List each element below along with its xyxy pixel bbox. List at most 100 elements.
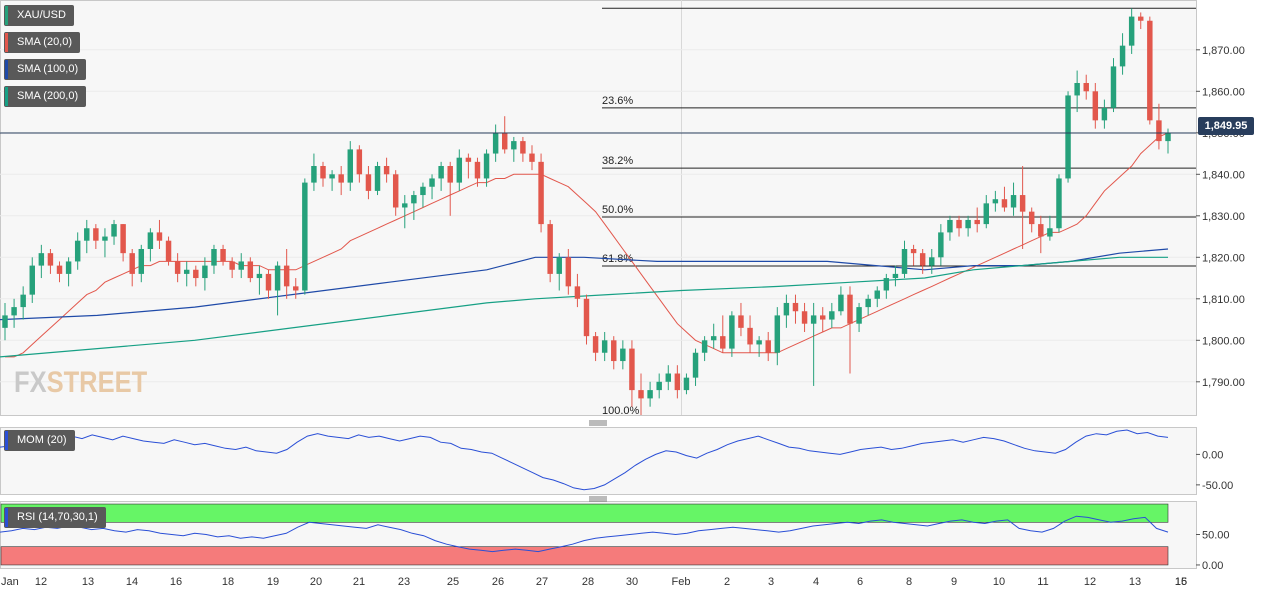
candle-up (11, 307, 17, 316)
candle-up (483, 153, 490, 179)
candle-down (592, 336, 599, 353)
candle-up (647, 390, 653, 399)
price-tick-label: 1,800.00 (1202, 335, 1245, 347)
candle-up (402, 203, 408, 208)
legend-color-bar (5, 6, 8, 25)
candle-down (1147, 20, 1153, 121)
candle-down (1028, 211, 1035, 225)
candle-up (456, 157, 463, 183)
candle-up (138, 249, 145, 274)
candle-up (810, 315, 817, 324)
candle-down (919, 253, 926, 266)
candle-up (901, 249, 908, 274)
candle-up (874, 290, 880, 299)
candle-down (47, 253, 54, 266)
candle-up (29, 265, 35, 295)
candle-down (1001, 199, 1008, 208)
candle-down (465, 157, 472, 162)
sma-lines (0, 128, 1169, 358)
candle-down (338, 174, 344, 183)
rsi-zones (0, 503, 1169, 566)
pane-resize-handles[interactable] (589, 420, 607, 502)
candle-up (992, 199, 999, 204)
candle-up (865, 298, 871, 308)
fxstreet-logo: FXSTREET (14, 366, 148, 399)
candle-up (111, 224, 117, 237)
candle-down (293, 286, 299, 291)
candle-down (392, 174, 399, 208)
legend-mom[interactable]: MOM (20) (4, 430, 75, 451)
rsi-overbought-zone (0, 503, 1169, 523)
candle-down (247, 261, 254, 279)
candle-up (65, 261, 72, 274)
main-price-pane (0, 0, 1197, 569)
candle-down (283, 265, 290, 287)
price-tick-label: 1,870.00 (1202, 45, 1245, 57)
candle-up (20, 294, 26, 308)
fib-level-label: 23.6% (602, 95, 633, 107)
candle-down (1038, 224, 1044, 237)
candle-down (538, 161, 544, 225)
candle-up (1065, 95, 1071, 179)
x-axis-label: 10 (993, 576, 1005, 588)
candle-down (174, 261, 181, 274)
candle-down (1156, 120, 1162, 142)
candle-down (747, 327, 753, 345)
candle-up (492, 132, 499, 154)
x-axis-label: 13 (1129, 576, 1141, 588)
legend-symbol[interactable]: XAU/USD (4, 5, 74, 26)
candle-up (202, 265, 208, 279)
candle-up (892, 273, 899, 279)
price-pane-bg (0, 0, 1197, 416)
fib-level-label: 50.0% (602, 204, 633, 216)
x-axis-label: 16 (1175, 576, 1187, 588)
candle-up (1119, 45, 1126, 67)
candle-down (229, 261, 235, 270)
mom-line (0, 429, 1169, 491)
axes: 1,870.001,860.001,850.001,840.001,830.00… (1, 45, 1245, 588)
candle-up (511, 141, 517, 150)
candle-up (411, 195, 417, 204)
x-axis-label: 16 (170, 576, 182, 588)
rsi-line (0, 515, 1169, 553)
candle-down (674, 373, 681, 391)
candle-up (38, 253, 45, 266)
legend-sma100[interactable]: SMA (100,0) (4, 59, 87, 80)
candle-up (438, 166, 444, 179)
candle-down (120, 224, 126, 254)
candle-up (965, 219, 971, 229)
candle-down (547, 224, 553, 274)
candle-up (947, 219, 953, 233)
candle-down (1092, 91, 1099, 121)
candle-down (193, 269, 199, 279)
legend-sma200[interactable]: SMA (200,0) (4, 86, 87, 107)
candle-up (701, 340, 708, 353)
x-axis-label: 23 (398, 576, 410, 588)
rsi-tick-label: 50.00 (1202, 530, 1230, 542)
price-tick-label: 1,790.00 (1202, 377, 1245, 389)
candle-up (102, 236, 108, 241)
x-axis-label: 21 (353, 576, 365, 588)
legend-sma20[interactable]: SMA (20,0) (4, 32, 81, 53)
candle-up (420, 186, 426, 196)
legend-rsi[interactable]: RSI (14,70,30,1) (4, 507, 106, 528)
candle-down (93, 228, 99, 241)
x-axis-label: 9 (951, 576, 957, 588)
candle-up (183, 269, 190, 274)
candle-down (847, 294, 853, 324)
indicator-lines (0, 429, 1169, 553)
candle-up (665, 373, 671, 382)
candle-down (956, 219, 962, 229)
x-axis-label: Jan (1, 576, 19, 588)
legend-sma20-label: SMA (20,0) (17, 36, 73, 48)
legend-color-bar (5, 431, 8, 450)
rsi-oversold-zone (0, 546, 1169, 566)
candle-down (447, 166, 453, 183)
fib-level-label: 100.0% (602, 405, 640, 417)
x-axis-label: 26 (492, 576, 504, 588)
candle-down (765, 340, 771, 353)
sma20-line (5, 128, 1169, 358)
rsi-tick-label: 0.00 (1202, 560, 1223, 572)
sma200-line (0, 256, 1168, 358)
legend-color-bar (5, 60, 8, 79)
